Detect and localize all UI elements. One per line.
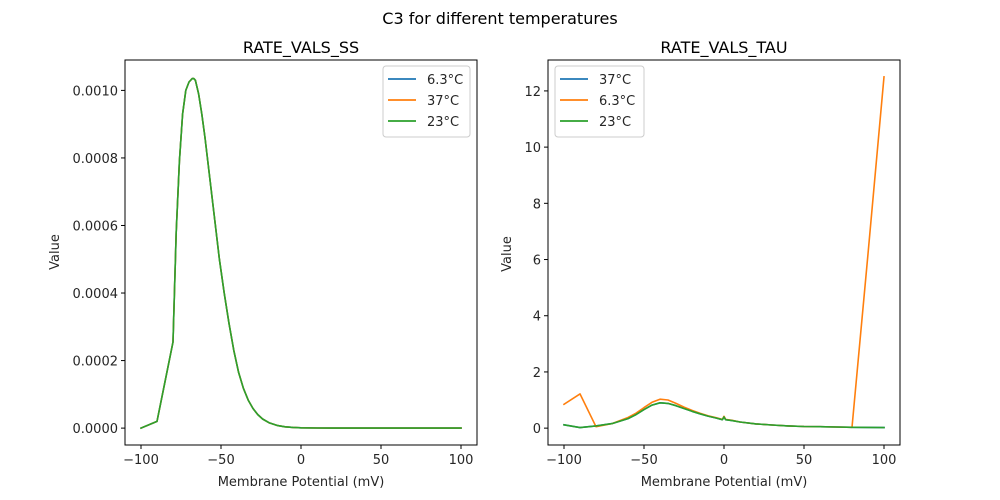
y-tick-label: 0.0002 (73, 355, 119, 370)
y-tick-label: 0.0010 (73, 84, 119, 99)
x-tick-label: 100 (449, 453, 474, 468)
x-tick-label: −50 (630, 453, 657, 468)
series-line-2 (563, 401, 885, 429)
legend-label: 6.3°C (427, 73, 463, 88)
x-tick-label: 50 (796, 453, 813, 468)
y-tick-label: 0.0008 (73, 152, 119, 167)
y-tick-label: 0.0006 (73, 219, 119, 234)
x-tick-label: 0 (720, 453, 728, 468)
legend-label: 23°C (599, 115, 631, 130)
legend-label: 37°C (599, 73, 631, 88)
x-tick-label: 50 (373, 453, 390, 468)
x-axis-label: Membrane Potential (mV) (641, 475, 808, 490)
y-axis-label: Value (500, 236, 515, 272)
subplot-rate-vals-ss: RATE_VALS_SS −100 −50 0 50 100 0.0000 0.0002 0.… (48, 38, 478, 490)
legend-label: 6.3°C (599, 94, 635, 109)
y-tick-label: 6 (533, 254, 541, 269)
legend: 37°C 6.3°C 23°C (554, 65, 645, 138)
legend-label: 37°C (427, 94, 459, 109)
y-tick-label: 0 (533, 422, 541, 437)
legend-label: 23°C (427, 115, 459, 130)
y-tick-label: 0.0004 (73, 287, 119, 302)
y-tick-label: 2 (533, 366, 541, 381)
y-tick-label: 8 (533, 197, 541, 212)
figure-suptitle: C3 for different temperatures (382, 9, 617, 28)
x-tick-label: 0 (297, 453, 305, 468)
y-tick-label: 12 (524, 85, 541, 100)
x-tick-label: −50 (207, 453, 234, 468)
y-tick-label: 10 (524, 141, 541, 156)
subplot-title: RATE_VALS_TAU (660, 38, 787, 58)
subplot-rate-vals-tau: RATE_VALS_TAU −100 −50 0 50 100 0 2 4 6 8 10 12 Mem… (500, 38, 901, 490)
legend-frame (554, 65, 645, 138)
series-line-2 (139, 77, 462, 430)
x-axis-label: Membrane Potential (mV) (218, 475, 385, 490)
legend-frame (382, 65, 471, 138)
y-tick-label: 4 (533, 310, 541, 325)
x-tick-label: −100 (546, 453, 582, 468)
subplot-title: RATE_VALS_SS (243, 38, 359, 58)
y-axis-label: Value (48, 234, 63, 270)
y-tick-label: 0.0000 (73, 422, 119, 437)
legend: 6.3°C 37°C 23°C (382, 65, 471, 138)
x-tick-label: 100 (872, 453, 897, 468)
x-tick-label: −100 (123, 453, 159, 468)
